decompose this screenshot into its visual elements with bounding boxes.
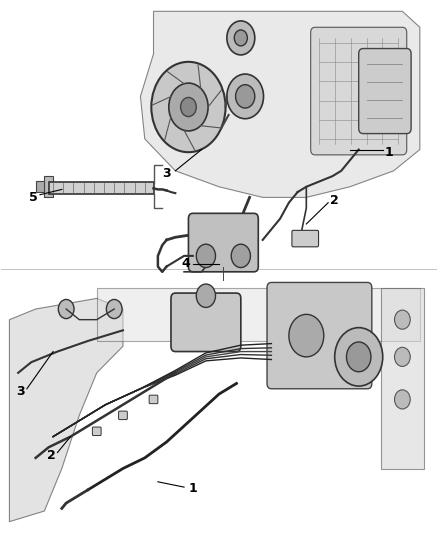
Text: 5: 5 <box>29 191 38 204</box>
Circle shape <box>335 328 383 386</box>
Circle shape <box>180 98 196 117</box>
FancyBboxPatch shape <box>49 182 153 193</box>
Circle shape <box>151 62 226 152</box>
Text: 1: 1 <box>188 482 197 495</box>
Circle shape <box>395 310 410 329</box>
Circle shape <box>231 244 251 268</box>
FancyBboxPatch shape <box>188 213 258 272</box>
Circle shape <box>196 284 215 308</box>
Circle shape <box>289 314 324 357</box>
Polygon shape <box>35 181 44 192</box>
FancyBboxPatch shape <box>292 230 318 247</box>
FancyBboxPatch shape <box>92 427 101 435</box>
Circle shape <box>196 244 215 268</box>
FancyBboxPatch shape <box>171 293 241 352</box>
Circle shape <box>58 300 74 319</box>
Circle shape <box>234 30 247 46</box>
FancyBboxPatch shape <box>97 288 420 341</box>
Polygon shape <box>44 176 53 197</box>
Circle shape <box>346 342 371 372</box>
Circle shape <box>227 74 264 119</box>
Circle shape <box>106 300 122 319</box>
Text: 2: 2 <box>330 193 339 207</box>
FancyBboxPatch shape <box>311 27 407 155</box>
Circle shape <box>395 348 410 367</box>
Text: 2: 2 <box>46 449 55 462</box>
Text: 1: 1 <box>385 146 394 159</box>
Polygon shape <box>381 288 424 469</box>
Circle shape <box>169 83 208 131</box>
Polygon shape <box>141 11 420 197</box>
Text: 3: 3 <box>162 167 171 180</box>
Circle shape <box>395 390 410 409</box>
Polygon shape <box>10 298 123 522</box>
FancyBboxPatch shape <box>359 49 411 134</box>
FancyBboxPatch shape <box>149 395 158 403</box>
Text: 4: 4 <box>182 257 191 270</box>
Circle shape <box>236 85 255 108</box>
FancyBboxPatch shape <box>267 282 372 389</box>
Circle shape <box>227 21 255 55</box>
Text: 3: 3 <box>16 385 25 398</box>
FancyBboxPatch shape <box>119 411 127 419</box>
